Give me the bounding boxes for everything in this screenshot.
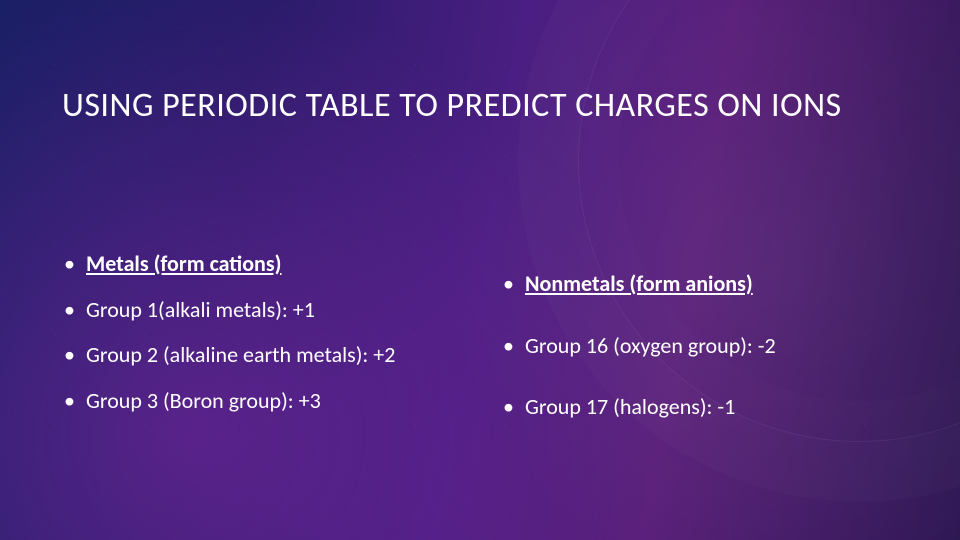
bullet-text: Group 17 (halogens): -1: [525, 393, 735, 420]
bullet-text: Group 3 (Boron group): +3: [86, 387, 321, 414]
bullet-text: Group 16 (oxygen group): -2: [525, 332, 776, 359]
list-item: Group 17 (halogens): -1: [501, 393, 910, 421]
list-item: Group 2 (alkaline earth metals): +2: [62, 341, 471, 369]
list-item: Group 3 (Boron group): +3: [62, 387, 471, 415]
list-item: Nonmetals (form anions): [501, 270, 910, 298]
list-item: Metals (form cations): [62, 250, 471, 278]
slide-title: USING PERIODIC TABLE TO PREDICT CHARGES …: [62, 86, 900, 125]
right-list: Nonmetals (form anions) Group 16 (oxygen…: [501, 270, 910, 421]
right-column: Nonmetals (form anions) Group 16 (oxygen…: [501, 250, 910, 455]
left-column: Metals (form cations) Group 1(alkali met…: [62, 250, 471, 455]
list-item: Group 16 (oxygen group): -2: [501, 332, 910, 360]
slide: USING PERIODIC TABLE TO PREDICT CHARGES …: [0, 0, 960, 540]
bullet-text: Group 2 (alkaline earth metals): +2: [86, 341, 395, 368]
bullet-text: Nonmetals (form anions): [525, 270, 753, 297]
left-list: Metals (form cations) Group 1(alkali met…: [62, 250, 471, 414]
bullet-text: Group 1(alkali metals): +1: [86, 296, 315, 323]
content-area: Metals (form cations) Group 1(alkali met…: [62, 250, 910, 455]
list-item: Group 1(alkali metals): +1: [62, 296, 471, 324]
bullet-text: Metals (form cations): [86, 250, 281, 277]
